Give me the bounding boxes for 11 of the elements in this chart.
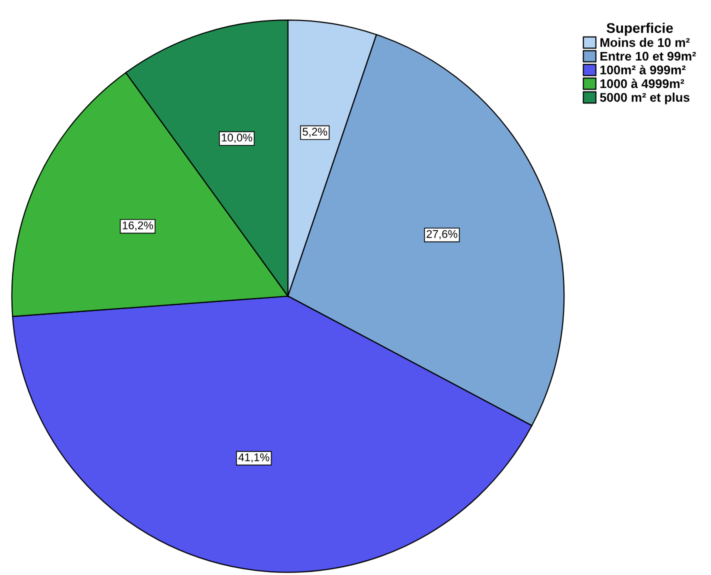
data-label: 27,6%: [426, 230, 458, 240]
legend-label: 100m² à 999m²: [600, 65, 686, 74]
data-label: 10,0%: [222, 134, 252, 143]
legend-label: Moins de 10 m²: [600, 38, 690, 47]
data-label: 16,2%: [122, 221, 154, 231]
data-label: 5,2%: [302, 128, 328, 137]
legend-label: Entre 10 et 99m²: [600, 52, 696, 61]
legend-title: Superficie: [606, 22, 673, 36]
legend-label: 5000 m² et plus: [600, 92, 690, 104]
data-label: 41,1%: [238, 453, 270, 463]
legend-label: 1000 à 4999m²: [600, 78, 684, 88]
